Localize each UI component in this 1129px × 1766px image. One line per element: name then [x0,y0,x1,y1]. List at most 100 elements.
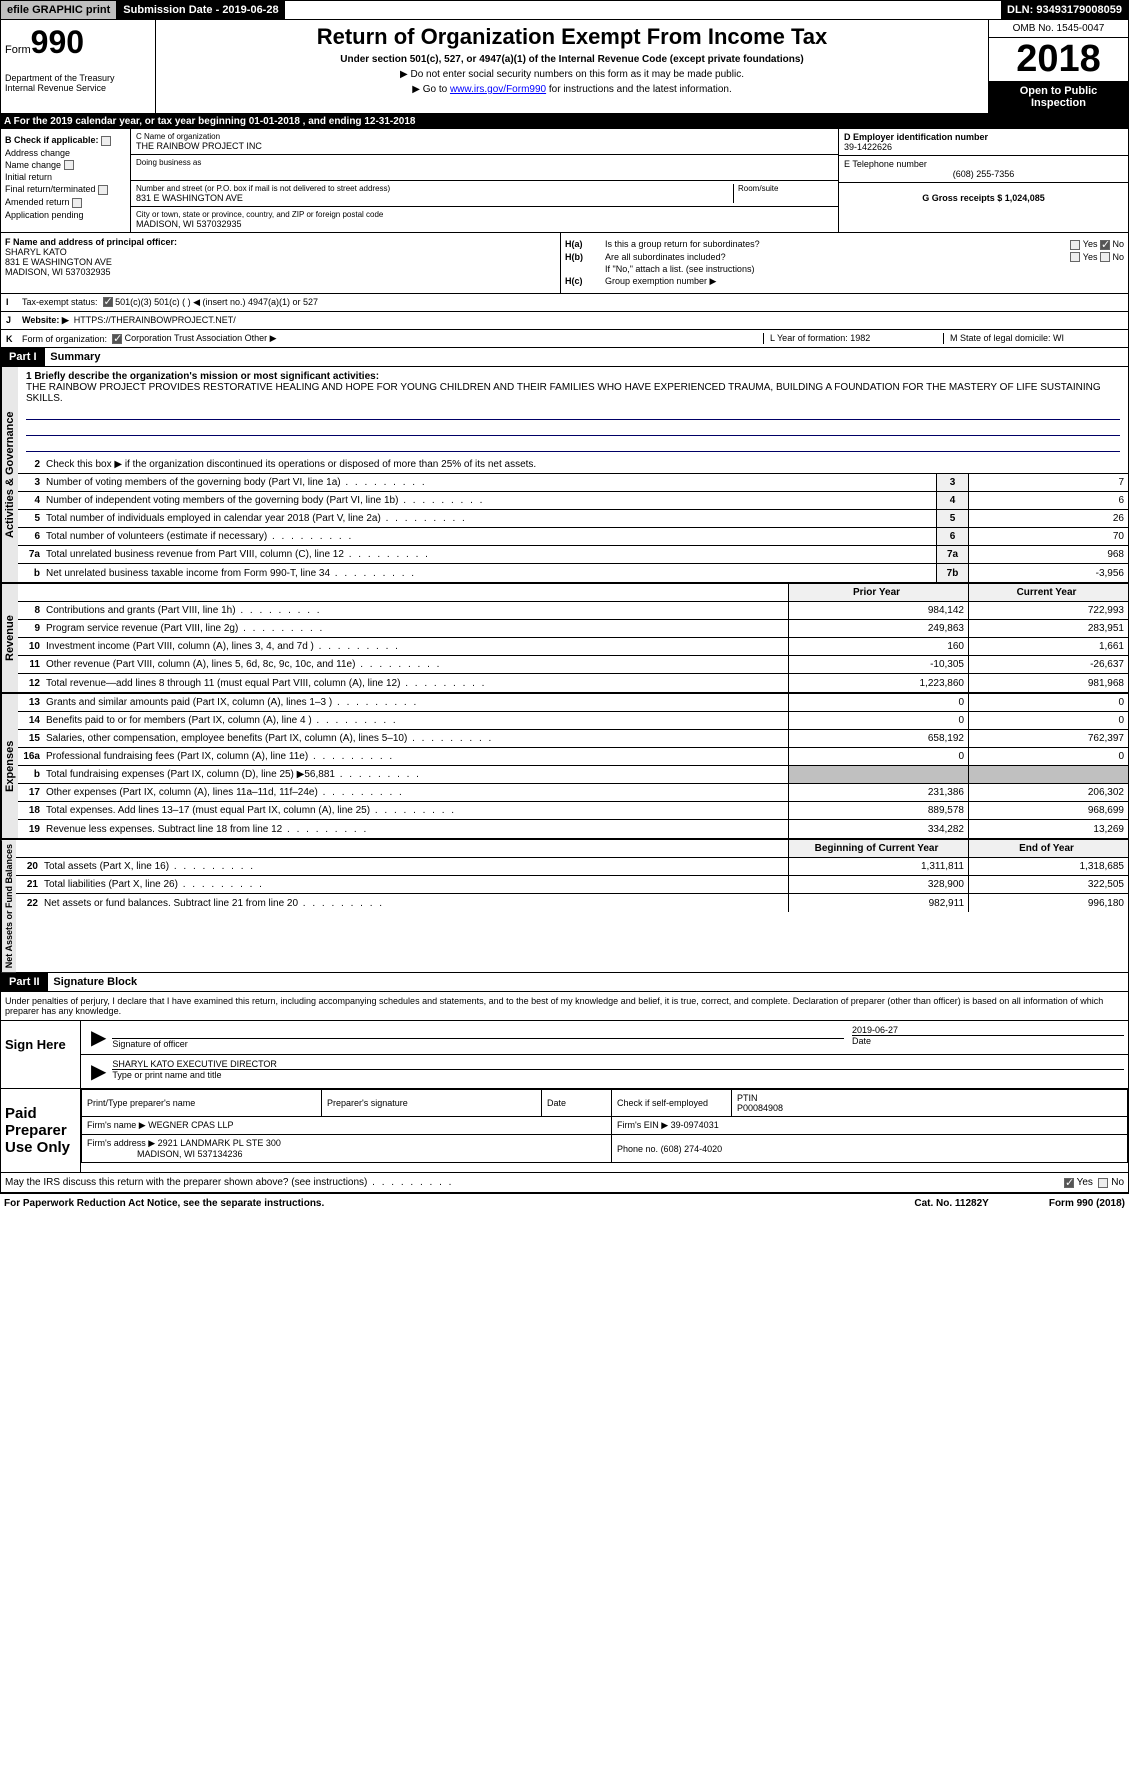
row-j-label: J [6,315,22,326]
hb-text: Are all subordinates included? [605,252,726,263]
instr-ssn: ▶ Do not enter social security numbers o… [160,69,984,80]
efile-badge: efile GRAPHIC print [1,1,117,19]
line-prior: 984,142 [788,602,968,619]
sig-intro: Under penalties of perjury, I declare th… [1,992,1128,1020]
sig-name-title: SHARYL KATO EXECUTIVE DIRECTOR [112,1059,1124,1070]
line-text: Total unrelated business revenue from Pa… [46,547,936,562]
dept-irs: Internal Revenue Service [5,83,151,93]
footer-catno: Cat. No. 11282Y [914,1198,988,1209]
hc-text: Group exemption number ▶ [605,276,716,287]
room-label: Room/suite [738,184,833,193]
dept-treasury: Department of the Treasury [5,73,151,83]
line-text: Other revenue (Part VIII, column (A), li… [46,657,788,672]
line-text: Number of voting members of the governin… [46,475,936,490]
line-current: 322,505 [968,876,1128,893]
website-label: Website: ▶ [22,315,69,326]
cb-amended[interactable]: Amended return [5,197,126,208]
sig-arrow2-icon: ▶ [85,1059,112,1084]
prep-name-label: Print/Type preparer's name [82,1090,322,1117]
cb-corporation[interactable] [112,334,122,344]
discuss-yesno[interactable]: Yes No [1064,1177,1124,1188]
instr-link: ▶ Go to www.irs.gov/Form990 for instruct… [160,84,984,95]
row-i-label: I [6,297,22,308]
line-prior: 658,192 [788,730,968,747]
line-num: 20 [16,861,44,872]
line-prior: 0 [788,694,968,711]
line-text: Contributions and grants (Part VIII, lin… [46,603,788,618]
line-text: Total number of volunteers (estimate if … [46,529,936,544]
cb-final-return[interactable]: Final return/terminated [5,184,126,195]
line-prior: -10,305 [788,656,968,673]
line-current: 1,661 [968,638,1128,655]
line-text: Salaries, other compensation, employee b… [46,731,788,746]
form-org-label: Form of organization: [22,334,107,344]
hb-note: If "No," attach a list. (see instruction… [565,264,1124,274]
paid-preparer-label: Paid Preparer Use Only [1,1089,81,1172]
sig-date-label: Date [852,1035,1124,1046]
firm-ein-label: Firm's EIN ▶ [617,1120,668,1130]
line-num: 9 [18,623,46,634]
irs-link[interactable]: www.irs.gov/Form990 [450,84,546,95]
ein-value: 39-1422626 [844,142,1123,152]
line-current: 0 [968,748,1128,765]
tax-exempt-label: Tax-exempt status: [22,297,98,308]
line-num: 12 [18,678,46,689]
street-label: Number and street (or P.O. box if mail i… [136,184,733,193]
part1-title: Summary [47,348,103,366]
line-num: 8 [18,605,46,616]
hb-yesno[interactable]: Yes No [1070,252,1124,263]
line-current: 1,318,685 [968,858,1128,875]
dln: DLN: 93493179008059 [1001,1,1128,19]
ha-yesno[interactable]: Yes No [1070,239,1124,250]
cb-address-change[interactable]: Address change [5,148,126,158]
ein-label: D Employer identification number [844,132,1123,142]
line-prior: 328,900 [788,876,968,893]
ptin-label: PTIN [737,1093,758,1103]
open-public: Open to Public Inspection [989,81,1128,113]
part2-header: Part II [1,973,48,991]
line-text: Net assets or fund balances. Subtract li… [44,896,788,911]
city-state-zip: MADISON, WI 537032935 [136,219,833,229]
omb-number: OMB No. 1545-0047 [989,20,1128,38]
line-text: Revenue less expenses. Subtract line 18 … [46,822,788,837]
line-current: 0 [968,712,1128,729]
line-current: 206,302 [968,784,1128,801]
prep-sig-label: Preparer's signature [322,1090,542,1117]
year-formation: L Year of formation: 1982 [763,333,943,344]
cb-501c3[interactable] [103,297,113,307]
ha-text: Is this a group return for subordinates? [605,239,760,250]
row-a-tax-year: A For the 2019 calendar year, or tax yea… [0,114,1129,129]
line-text: Total expenses. Add lines 13–17 (must eq… [46,803,788,818]
line-current: 968,699 [968,802,1128,819]
prep-self-employed[interactable]: Check if self-employed [612,1090,732,1117]
line-value: 7 [968,474,1128,491]
line-num: 4 [18,495,46,506]
gross-receipts: G Gross receipts $ 1,024,085 [922,193,1045,203]
org-name: THE RAINBOW PROJECT INC [136,141,833,151]
prep-date-label: Date [542,1090,612,1117]
cb-pending[interactable]: Application pending [5,210,126,220]
form-org-opts: Corporation Trust Association Other ▶ [125,333,277,344]
footer-form: Form 990 (2018) [1049,1198,1125,1209]
officer-name: SHARYL KATO [5,247,556,257]
cb-name-change[interactable]: Name change [5,160,126,171]
dba-label: Doing business as [136,158,833,167]
line-prior: 1,223,860 [788,674,968,692]
line-box: 3 [936,474,968,491]
part1-header: Part I [1,348,45,366]
officer-addr1: 831 E WASHINGTON AVE [5,257,556,267]
line-current: 283,951 [968,620,1128,637]
submission-date: Submission Date - 2019-06-28 [117,1,284,19]
firm-name: WEGNER CPAS LLP [148,1120,233,1130]
line-prior: 249,863 [788,620,968,637]
col-end: End of Year [968,840,1128,857]
line-box: 6 [936,528,968,545]
line-current: 762,397 [968,730,1128,747]
line-text: Total revenue—add lines 8 through 11 (mu… [46,676,788,691]
city-label: City or town, state or province, country… [136,210,833,219]
line-text: Other expenses (Part IX, column (A), lin… [46,785,788,800]
line-num: 15 [18,733,46,744]
line-box: 4 [936,492,968,509]
cb-initial-return[interactable]: Initial return [5,172,126,182]
line-num: 5 [18,513,46,524]
